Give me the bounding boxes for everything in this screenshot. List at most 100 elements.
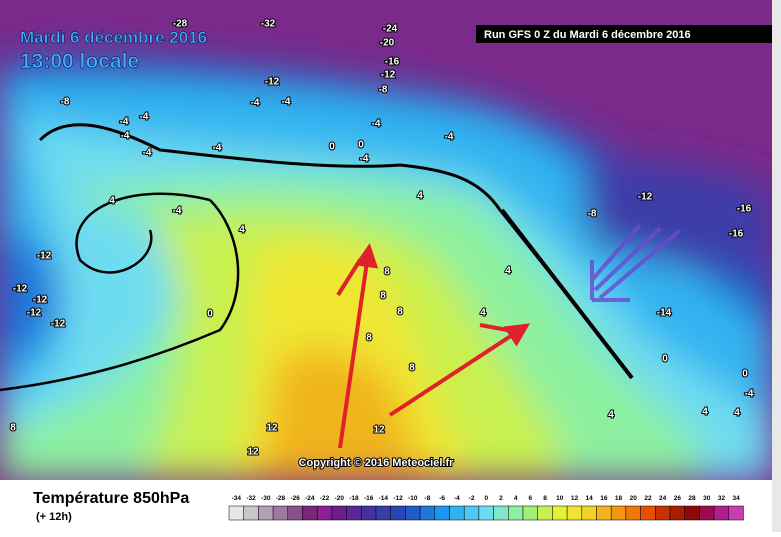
scale-tick-label: 20 xyxy=(630,495,638,502)
scale-tick-label: 12 xyxy=(571,495,579,502)
scale-swatch xyxy=(302,505,318,521)
contour-label: -4 xyxy=(282,97,291,108)
contour-label: -4 xyxy=(360,154,369,165)
contour-label: -12 xyxy=(27,308,42,319)
contour-label: -28 xyxy=(173,19,188,30)
scale-tick-label: 26 xyxy=(674,495,682,502)
scale-tick-label: -22 xyxy=(320,495,330,502)
scale-tick-label: -16 xyxy=(364,495,374,502)
scale-swatch xyxy=(669,505,685,521)
scale-swatch xyxy=(728,505,744,521)
scale-swatch xyxy=(405,505,421,521)
contour-label: 4 xyxy=(608,410,614,421)
contour-label: 8 xyxy=(380,291,386,302)
scale-tick-label: 32 xyxy=(718,495,726,502)
scale-tick-label: -18 xyxy=(349,495,359,502)
scale-swatch xyxy=(699,505,715,521)
scale-tick-label: -24 xyxy=(305,495,315,502)
scale-swatch xyxy=(684,505,700,521)
contour-label: -24 xyxy=(383,24,398,35)
contour-label: 0 xyxy=(329,142,335,153)
scale-tick-label: 22 xyxy=(644,495,652,502)
contour-label: -12 xyxy=(638,192,653,203)
scale-tick-label: -30 xyxy=(261,495,271,502)
scale-swatch xyxy=(331,505,347,521)
legend-title: Température 850hPa xyxy=(33,490,189,507)
scale-swatch xyxy=(316,505,333,521)
contour-label: -8 xyxy=(588,209,597,220)
contour-label: 4 xyxy=(505,266,511,277)
time-title: 13:00 locale xyxy=(20,50,139,73)
scale-tick-label: 10 xyxy=(556,495,564,502)
contour-label: -16 xyxy=(385,57,400,68)
contour-label: -20 xyxy=(380,38,395,49)
scale-tick-label: 2 xyxy=(499,495,503,502)
scale-tick-label: -6 xyxy=(439,495,445,502)
scale-tick-label: -10 xyxy=(408,495,418,502)
contour-label: -32 xyxy=(261,19,276,30)
contour-label: -4 xyxy=(120,117,129,128)
contour-label: -12 xyxy=(381,70,396,81)
contour-label: -16 xyxy=(737,204,752,215)
scale-tick-label: -4 xyxy=(454,495,460,502)
scale-tick-label: 18 xyxy=(615,495,623,502)
scale-tick-label: 28 xyxy=(688,495,696,502)
contour-label: -12 xyxy=(13,284,28,295)
contour-label: 12 xyxy=(266,423,278,434)
contour-label: 4 xyxy=(734,408,740,419)
map: -28 -32 -24-20-16-12-8-12-4 -4-8-4-4-4-4 -4-… xyxy=(0,0,772,480)
scale-swatch xyxy=(478,505,494,521)
scale-swatch xyxy=(272,505,289,521)
scale-swatch xyxy=(522,505,538,521)
date-title: Mardi 6 décembre 2016 xyxy=(20,28,207,47)
scale-swatch xyxy=(537,505,553,521)
scale-swatch xyxy=(361,505,377,521)
scale-tick-label: -12 xyxy=(393,495,403,502)
contour-label: -8 xyxy=(61,97,70,108)
scale-swatch xyxy=(346,505,362,521)
contour-label: -14 xyxy=(657,308,672,319)
scale-swatch xyxy=(493,505,509,521)
contour-label: 8 xyxy=(10,423,16,434)
contour-label: 8 xyxy=(409,363,415,374)
scale-tick-label: -34 xyxy=(232,495,242,502)
contour-label: 4 xyxy=(417,191,423,202)
scale-swatch xyxy=(463,505,480,521)
contour-label: 0 xyxy=(742,369,748,380)
scale-tick-label: -26 xyxy=(290,495,300,502)
scale-swatch xyxy=(390,505,406,521)
scale-swatch xyxy=(625,505,641,521)
contour-label: 0 xyxy=(358,140,364,151)
contour-label: -8 xyxy=(379,85,388,96)
scale-swatch xyxy=(596,505,612,521)
scale-swatch xyxy=(581,505,597,521)
scale-swatch xyxy=(287,505,303,521)
contour-label: -4 xyxy=(251,98,260,109)
scale-swatch xyxy=(434,505,450,521)
scale-tick-label: -2 xyxy=(469,495,475,502)
scale-swatch xyxy=(610,505,627,521)
contour-label: 12 xyxy=(247,447,259,458)
run-info: Run GFS 0 Z du Mardi 6 décembre 2016 xyxy=(484,29,691,41)
contour-label: 8 xyxy=(397,307,403,318)
scale-swatch xyxy=(552,505,568,521)
contour-label: 8 xyxy=(384,267,390,278)
contour-label: -12 xyxy=(37,251,52,262)
scale-tick-label: -20 xyxy=(335,495,345,502)
scale-tick-label: 30 xyxy=(703,495,711,502)
scale-swatch xyxy=(419,505,436,521)
legend-subtitle: (+ 12h) xyxy=(36,511,72,523)
scale-tick-label: 6 xyxy=(529,495,533,502)
scale-tick-label: 0 xyxy=(484,495,488,502)
contour-label: 8 xyxy=(366,333,372,344)
contour-label: -4 xyxy=(372,119,381,130)
scale-swatch xyxy=(375,505,391,521)
scale-tick-label: 16 xyxy=(600,495,608,502)
contour-label: -12 xyxy=(51,319,66,330)
scale-tick-label: 8 xyxy=(543,495,547,502)
scale-swatch xyxy=(258,505,274,521)
scale-tick-label: -14 xyxy=(379,495,389,502)
contour-label: 4 xyxy=(109,196,115,207)
contour-label: -4 xyxy=(140,112,149,123)
